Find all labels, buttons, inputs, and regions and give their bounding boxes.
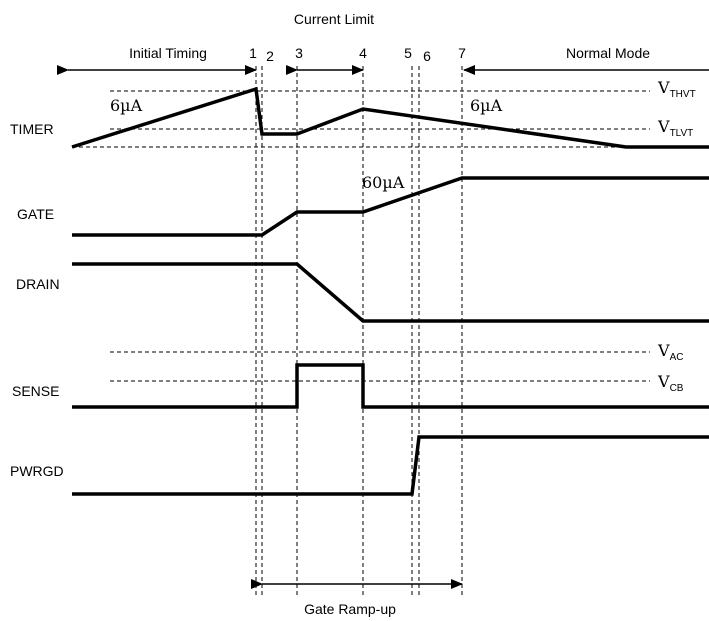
drain-label: DRAIN xyxy=(16,276,60,292)
phase-arrows xyxy=(57,65,709,589)
normal-mode-label: Normal Mode xyxy=(566,45,650,61)
ac-label: VAC xyxy=(657,341,683,363)
cb-label: VCB xyxy=(657,372,684,394)
tlvt-label: VTLVT xyxy=(657,117,693,139)
marker-lines xyxy=(255,66,463,595)
marker-6: 6 xyxy=(423,48,431,64)
marker-5: 5 xyxy=(404,45,412,61)
initial-timing-label: Initial Timing xyxy=(129,45,207,61)
thvt-label: VTHVT xyxy=(657,78,696,100)
threshold-lines xyxy=(72,90,650,382)
marker-2: 2 xyxy=(266,48,274,64)
current-limit-title: Current Limit xyxy=(294,11,374,27)
marker-1: 1 xyxy=(249,45,257,61)
timer-charge-current: 6µA xyxy=(110,96,143,115)
timer-label: TIMER xyxy=(10,121,54,137)
marker-4: 4 xyxy=(359,45,367,61)
gate-current: 60µA xyxy=(362,173,405,192)
gate-ramp-up-label: Gate Ramp-up xyxy=(304,601,396,617)
drain-waveform xyxy=(72,262,709,323)
time-markers: 1 2 3 4 5 6 7 xyxy=(249,45,466,64)
timer-discharge-current: 6µA xyxy=(470,96,503,115)
marker-7: 7 xyxy=(458,45,466,61)
gate-label: GATE xyxy=(17,206,54,222)
marker-3: 3 xyxy=(295,45,303,61)
pwrgd-waveform xyxy=(72,435,709,496)
sense-waveform xyxy=(72,363,709,409)
pwrgd-label: PWRGD xyxy=(10,463,64,479)
gate-waveform xyxy=(72,176,709,237)
sense-label: SENSE xyxy=(12,383,59,399)
timer-waveform xyxy=(71,86,709,149)
